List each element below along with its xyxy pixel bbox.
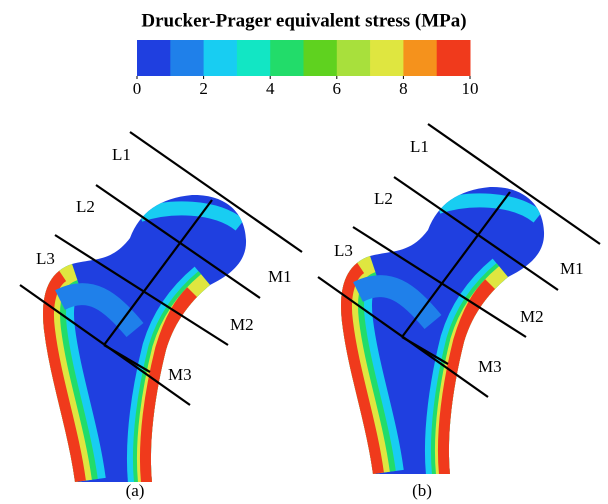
colorbar-bin (303, 40, 338, 76)
femur-b (341, 187, 544, 474)
colorbar-bin (170, 40, 205, 76)
section-label: M1 (560, 259, 584, 278)
colorbar-bin (203, 40, 238, 76)
colorbar-bin (336, 40, 371, 76)
colorbar: 0 2 4 6 8 10 (133, 40, 479, 98)
colorbar-bin (370, 40, 404, 76)
femur-a (43, 195, 246, 482)
panel-a: L1 L2 L3 M1 M2 M3 (a) (20, 130, 304, 500)
line-label: L3 (334, 241, 353, 260)
caption: (b) (412, 481, 432, 500)
section-label: M3 (168, 365, 192, 384)
section-label: M3 (478, 357, 502, 376)
section-label: M1 (268, 267, 292, 286)
colorbar-bin (270, 40, 304, 76)
colorbar-tick-label: 2 (199, 79, 208, 98)
colorbar-title: Drucker-Prager equivalent stress (MPa) (141, 10, 466, 31)
colorbar-tick-label: 0 (133, 79, 142, 98)
colorbar-tick-label: 10 (462, 79, 479, 98)
colorbar-tick-label: 4 (266, 79, 275, 98)
line-label: L1 (112, 145, 131, 164)
colorbar-tick-label: 8 (399, 79, 408, 98)
panel-b: L1 L2 L3 M1 M2 M3 (b) (318, 122, 602, 500)
line-label: L1 (410, 137, 429, 156)
colorbar-bin (236, 40, 271, 76)
section-label: M2 (520, 307, 544, 326)
colorbar-bin (436, 40, 471, 76)
line-label: L2 (76, 197, 95, 216)
section-label: M2 (230, 315, 254, 334)
colorbar-bin (137, 40, 171, 76)
line-label: L3 (36, 249, 55, 268)
caption: (a) (126, 481, 145, 500)
colorbar-tick-label: 6 (333, 79, 342, 98)
colorbar-bin (403, 40, 438, 76)
line-label: L2 (374, 189, 393, 208)
